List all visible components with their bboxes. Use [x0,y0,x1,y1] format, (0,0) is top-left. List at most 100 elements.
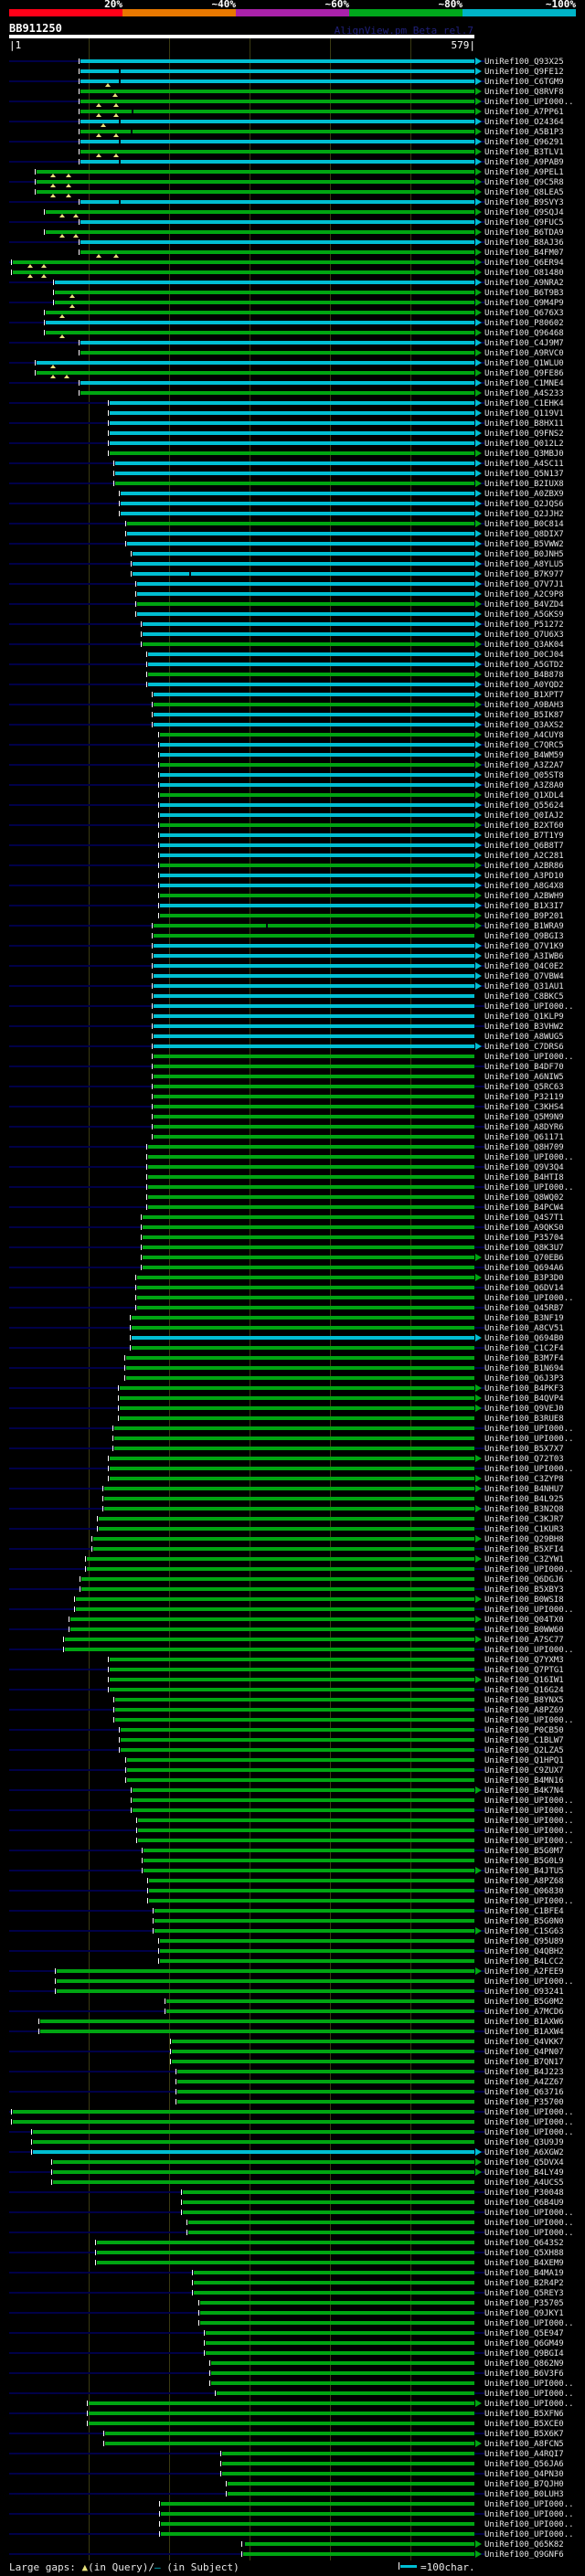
hit-label[interactable]: UniRef100_Q9JKY1 [484,2309,564,2318]
hit-label[interactable]: UniRef100_Q8RVF8 [484,88,564,97]
hit-label[interactable]: UniRef100_B0WW60 [484,1626,564,1635]
hit-label[interactable]: UniRef100_Q5N137 [484,470,564,479]
hit-bar[interactable] [115,482,474,485]
hit-label[interactable]: UniRef100_Q643S2 [484,2239,564,2248]
hit-bar[interactable] [110,421,474,425]
hit-label[interactable]: UniRef100_B4J223 [484,2068,564,2077]
hit-bar[interactable] [80,240,474,244]
hit-bar[interactable] [69,1617,474,1621]
hit-label[interactable]: UniRef100_Q862N9 [484,2359,564,2369]
hit-bar[interactable] [132,572,474,576]
hit-label[interactable]: UniRef100_P32119 [484,1093,564,1102]
hit-label[interactable]: UniRef100_B4PKF3 [484,1384,564,1394]
hit-label[interactable]: UniRef100_Q5E947 [484,2329,564,2338]
hit-bar[interactable] [143,1215,474,1219]
hit-label[interactable]: UniRef100_P35705 [484,2299,564,2308]
hit-label[interactable]: UniRef100_Q6B8T7 [484,842,564,851]
hit-label[interactable]: UniRef100_Q2JQS6 [484,500,564,509]
hit-bar[interactable] [149,1879,474,1882]
hit-label[interactable]: UniRef100_B5XFN6 [484,2410,564,2419]
hit-label[interactable]: UniRef100_UPI000.. [484,2380,574,2389]
hit-bar[interactable] [243,2542,474,2546]
hit-bar[interactable] [126,522,474,525]
hit-label[interactable]: UniRef100_Q7PTG1 [484,1666,564,1675]
hit-bar[interactable] [36,170,474,174]
hit-label[interactable]: UniRef100_B8AJ36 [484,239,564,248]
hit-label[interactable]: UniRef100_UPI000.. [484,1797,574,1806]
hit-bar[interactable] [76,1597,474,1601]
hit-label[interactable]: UniRef100_Q63716 [484,2088,564,2097]
hit-bar[interactable] [222,2472,474,2475]
hit-label[interactable]: UniRef100_Q4PN30 [484,2470,564,2479]
hit-bar[interactable] [40,2030,474,2033]
hit-label[interactable]: UniRef100_Q9FE12 [484,68,564,77]
hit-bar[interactable] [183,2200,474,2204]
hit-label[interactable]: UniRef100_Q4S7T1 [484,1214,564,1223]
hit-label[interactable]: UniRef100_B1X3I7 [484,902,564,911]
hit-label[interactable]: UniRef100_C1BLW7 [484,1736,564,1745]
hit-label[interactable]: UniRef100_Q93X25 [484,58,564,67]
hit-label[interactable]: UniRef100_B5IK87 [484,711,564,720]
hit-bar[interactable] [80,391,474,395]
hit-bar[interactable] [132,552,474,556]
hit-label[interactable]: UniRef100_A9BAH3 [484,701,564,710]
hit-bar[interactable] [143,642,474,646]
hit-bar[interactable] [205,2351,474,2355]
hit-bar[interactable] [98,1517,474,1521]
hit-label[interactable]: UniRef100_A9RVC0 [484,349,564,358]
hit-bar[interactable] [154,1085,474,1088]
hit-bar[interactable] [188,2221,474,2224]
hit-bar[interactable] [80,160,474,164]
hit-bar[interactable] [136,1276,474,1279]
hit-label[interactable]: UniRef100_Q119V1 [484,409,564,419]
hit-bar[interactable] [45,230,474,234]
hit-bar[interactable] [110,1467,474,1470]
hit-bar[interactable] [154,713,474,716]
hit-label[interactable]: UniRef100_UPI000.. [484,2400,574,2409]
hit-label[interactable]: UniRef100_C8BKC5 [484,992,564,1002]
hit-label[interactable]: UniRef100_C1KUR3 [484,1525,564,1534]
hit-bar[interactable] [121,1738,474,1742]
hit-label[interactable]: UniRef100_B4FM07 [484,249,564,258]
hit-bar[interactable] [136,1306,474,1309]
hit-bar[interactable] [136,612,474,616]
hit-label[interactable]: UniRef100_C1C2F4 [484,1344,564,1353]
hit-bar[interactable] [32,2150,474,2154]
hit-bar[interactable] [154,1055,474,1058]
hit-label[interactable]: UniRef100_Q7U6X3 [484,631,564,640]
hit-label[interactable]: UniRef100_B1XPT7 [484,691,564,700]
hit-bar[interactable] [36,371,474,375]
hit-bar[interactable] [205,2331,474,2335]
hit-label[interactable]: UniRef100_B0WSI8 [484,1595,564,1605]
hit-label[interactable]: UniRef100_O24364 [484,118,564,127]
hit-label[interactable]: UniRef100_B4HTI8 [484,1173,564,1182]
hit-bar[interactable] [110,431,474,435]
hit-bar[interactable] [143,1246,474,1249]
hit-bar[interactable] [45,210,474,214]
hit-label[interactable]: UniRef100_Q65K82 [484,2540,564,2549]
hit-bar[interactable] [199,2301,474,2305]
hit-bar[interactable] [115,1708,474,1712]
hit-label[interactable]: UniRef100_Q9FUC5 [484,218,564,228]
hit-bar[interactable] [160,1959,474,1963]
hit-bar[interactable] [176,2070,474,2073]
hit-label[interactable]: UniRef100_C7DRS6 [484,1043,564,1052]
hit-label[interactable]: UniRef100_A2C9P8 [484,590,564,599]
hit-bar[interactable] [52,2170,474,2174]
hit-label[interactable]: UniRef100_B5G0N0 [484,1917,564,1926]
hit-bar[interactable] [165,1999,474,2003]
hit-label[interactable]: UniRef100_B4QVP4 [484,1394,564,1404]
hit-bar[interactable] [80,200,474,204]
hit-bar[interactable] [125,1376,474,1380]
hit-bar[interactable] [159,743,474,747]
hit-bar[interactable] [159,853,474,857]
hit-label[interactable]: UniRef100_UPI000.. [484,1153,574,1162]
hit-bar[interactable] [80,250,474,254]
hit-bar[interactable] [104,2432,474,2435]
hit-bar[interactable] [183,2210,474,2214]
hit-bar[interactable] [103,1507,474,1511]
hit-bar[interactable] [121,1728,474,1732]
hit-label[interactable]: UniRef100_C1EHK4 [484,399,564,408]
hit-label[interactable]: UniRef100_UPI000.. [484,2229,574,2238]
hit-label[interactable]: UniRef100_A4CUY8 [484,731,564,740]
